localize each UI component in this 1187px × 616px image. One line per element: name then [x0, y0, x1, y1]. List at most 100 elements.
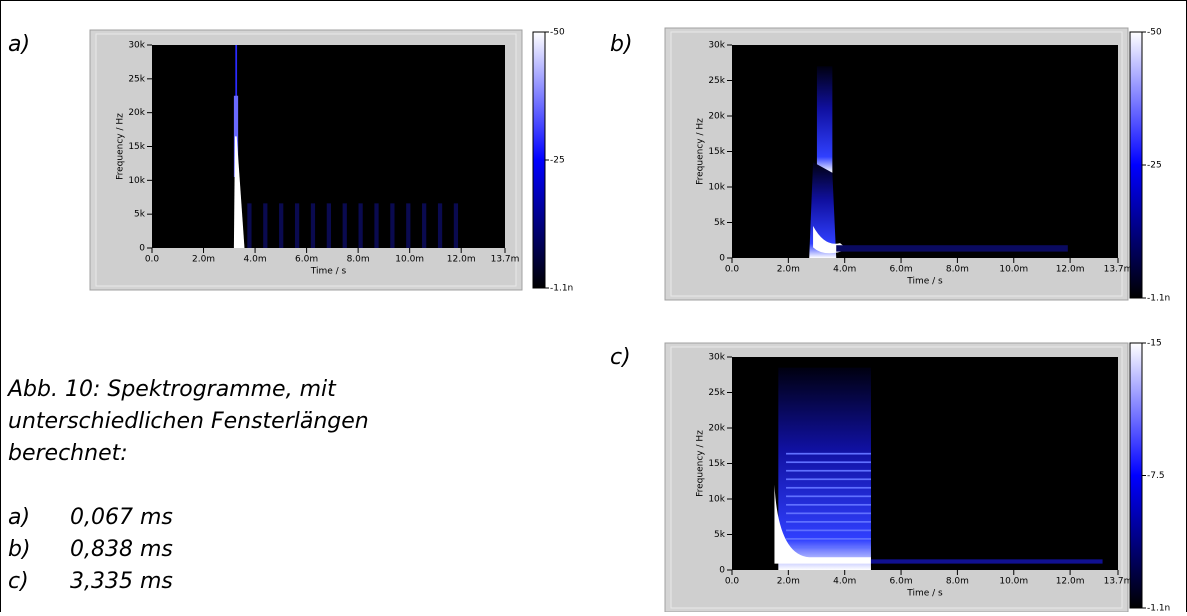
panel-label: a) — [8, 32, 30, 57]
x-tick-label: 12.0m — [1056, 265, 1085, 275]
spectrogram-feature — [870, 559, 1103, 564]
spectrogram-feature — [247, 203, 252, 248]
spectrogram-feature — [786, 503, 871, 506]
spectrogram-feature — [279, 203, 284, 248]
spectrogram-feature — [786, 495, 871, 498]
caption-line: berechnet: — [8, 441, 128, 466]
colorbar-tick-label: -1.1n — [1147, 604, 1170, 613]
x-tick-label: 0.0 — [145, 255, 160, 265]
caption-line: Abb. 10: Spektrogramme, mit — [6, 377, 337, 402]
y-tick-label: 10k — [128, 176, 145, 186]
y-tick-label: 0 — [719, 254, 725, 264]
x-tick-label: 2.0m — [192, 255, 215, 265]
colorbar-tick-label: -1.1n — [550, 284, 573, 294]
colorbar-tick-label: -1.1n — [1147, 294, 1170, 304]
spectrogram-feature — [786, 469, 871, 472]
spectrogram-image — [774, 367, 1103, 570]
y-tick-label: 5k — [134, 210, 146, 220]
panel-label: b) — [610, 32, 633, 57]
list-text: 0,067 ms — [70, 505, 173, 530]
y-tick-label: 30k — [708, 353, 725, 363]
spectrogram-feature — [437, 203, 443, 248]
colorbar-tick-label: -25 — [1147, 161, 1162, 171]
spectrogram-feature — [453, 203, 459, 248]
caption-line: unterschiedlichen Fensterlängen — [8, 409, 369, 434]
spectrogram-feature — [390, 203, 395, 248]
y-tick-label: 30k — [708, 41, 725, 51]
plot-area — [732, 45, 1118, 258]
x-tick-label: 0.0 — [725, 265, 740, 275]
y-tick-label: 0 — [719, 566, 725, 576]
spectrogram-feature — [786, 529, 871, 532]
y-tick-label: 25k — [708, 76, 725, 86]
x-tick-label: 8.0m — [946, 265, 969, 275]
spectrogram-feature — [342, 203, 347, 248]
colorbar-tick-label: -7.5 — [1147, 471, 1165, 481]
spectrogram-feature — [358, 203, 363, 248]
spectrogram-feature — [263, 203, 268, 248]
colorbar-tick-label: -15 — [1147, 339, 1162, 349]
spectrogram-image — [809, 66, 1068, 258]
x-tick-label: 6.0m — [890, 265, 913, 275]
spectrogram-feature — [816, 66, 833, 173]
x-tick-label: 12.0m — [447, 255, 476, 265]
panel-label: c) — [610, 345, 631, 370]
x-tick-label: 13.7m — [1104, 577, 1133, 587]
spectrogram-feature — [406, 203, 411, 248]
colorbar-tick-label: -50 — [1147, 28, 1162, 38]
y-tick-label: 25k — [708, 388, 725, 398]
spectrogram-feature — [786, 486, 871, 489]
x-tick-label: 6.0m — [295, 255, 318, 265]
spectrogram-feature — [774, 484, 871, 564]
colorbar — [532, 31, 546, 289]
x-tick-label: 10.0m — [395, 255, 424, 265]
spectrogram-feature — [786, 452, 871, 455]
x-tick-label: 4.0m — [244, 255, 267, 265]
y-axis-title: Frequency / Hz — [696, 118, 706, 185]
spectrogram-feature — [294, 203, 300, 248]
y-tick-label: 5k — [714, 218, 726, 228]
colorbar — [1129, 31, 1143, 299]
x-tick-label: 6.0m — [890, 577, 913, 587]
x-axis-title: Time / s — [310, 267, 347, 277]
colorbar-tick-label: -50 — [550, 28, 565, 38]
x-axis-title: Time / s — [906, 277, 943, 287]
spectrogram-feature — [786, 512, 871, 515]
x-tick-label: 2.0m — [777, 265, 800, 275]
y-tick-label: 20k — [128, 108, 145, 118]
spectrogram-feature — [374, 203, 379, 248]
spectrogram-feature — [786, 461, 871, 464]
spectrogram-feature — [422, 203, 427, 248]
y-tick-label: 15k — [708, 459, 725, 469]
spectrogram-feature — [233, 136, 245, 248]
x-tick-label: 4.0m — [833, 265, 856, 275]
list-marker: a) — [8, 505, 30, 530]
spectrogram-feature — [836, 245, 1068, 252]
colorbar-tick-label: -25 — [550, 156, 565, 166]
x-tick-label: 8.0m — [946, 577, 969, 587]
x-tick-label: 12.0m — [1056, 577, 1085, 587]
spectrogram-feature — [786, 521, 871, 523]
list-marker: c) — [8, 569, 29, 594]
spectrogram-feature — [326, 203, 331, 248]
list-text: 0,838 ms — [70, 537, 173, 562]
colorbar — [1129, 342, 1143, 609]
list-text: 3,335 ms — [70, 569, 173, 594]
spectrogram-feature — [778, 367, 871, 570]
y-tick-label: 15k — [128, 142, 145, 152]
y-tick-label: 20k — [708, 112, 725, 122]
y-tick-label: 15k — [708, 147, 725, 157]
x-tick-label: 2.0m — [777, 577, 800, 587]
y-tick-label: 30k — [128, 41, 145, 51]
spectrogram-feature — [786, 478, 871, 481]
x-tick-label: 10.0m — [999, 577, 1028, 587]
y-tick-label: 10k — [708, 183, 725, 193]
y-axis-title: Frequency / Hz — [116, 113, 126, 180]
y-tick-label: 25k — [128, 74, 145, 84]
x-tick-label: 8.0m — [347, 255, 370, 265]
y-axis-title: Frequency / Hz — [696, 430, 706, 497]
y-tick-label: 20k — [708, 424, 725, 434]
y-tick-label: 10k — [708, 495, 725, 505]
list-marker: b) — [8, 537, 31, 562]
